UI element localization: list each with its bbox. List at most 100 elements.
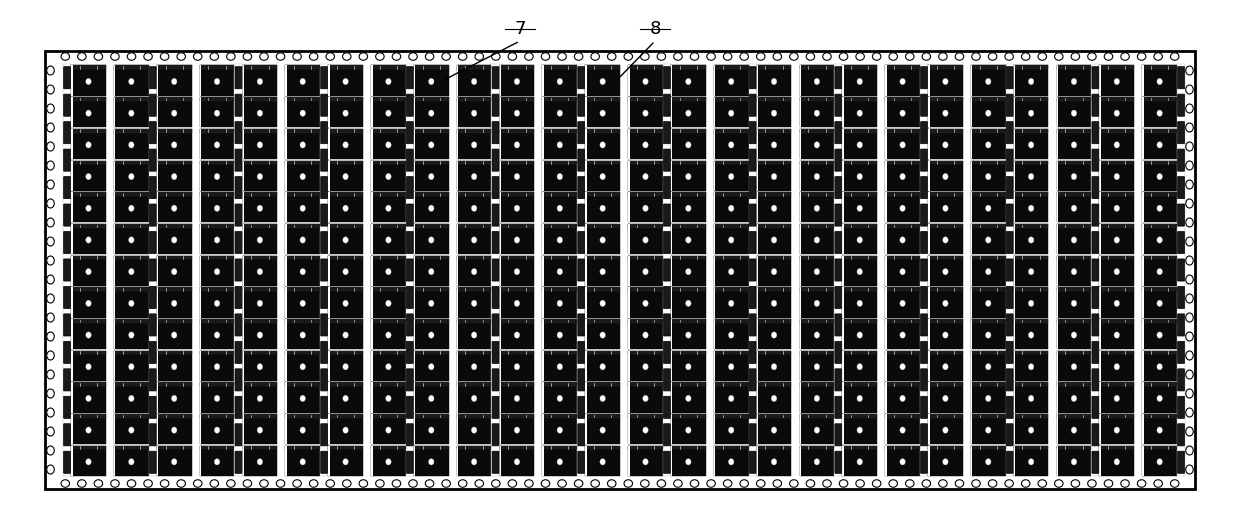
Ellipse shape <box>557 237 563 243</box>
FancyBboxPatch shape <box>236 286 242 309</box>
Bar <box>414 97 449 101</box>
Bar <box>1056 414 1091 418</box>
Bar <box>1014 224 1016 254</box>
FancyBboxPatch shape <box>835 232 842 254</box>
Bar <box>456 351 491 381</box>
Bar <box>1142 446 1143 476</box>
Bar <box>542 66 544 96</box>
FancyBboxPatch shape <box>149 369 156 391</box>
Ellipse shape <box>257 110 263 116</box>
Ellipse shape <box>955 480 963 487</box>
Bar <box>456 351 459 381</box>
Bar <box>243 255 278 260</box>
Bar <box>585 224 620 254</box>
Ellipse shape <box>557 395 563 402</box>
Bar <box>500 66 534 96</box>
Ellipse shape <box>491 480 500 487</box>
FancyBboxPatch shape <box>407 232 413 254</box>
Bar <box>1142 192 1177 222</box>
Bar <box>1142 446 1177 449</box>
FancyBboxPatch shape <box>63 424 71 446</box>
Ellipse shape <box>515 332 520 338</box>
FancyBboxPatch shape <box>63 451 71 474</box>
Bar <box>671 383 706 386</box>
Bar <box>285 192 320 196</box>
Bar <box>542 414 544 444</box>
Bar <box>500 319 534 349</box>
Bar <box>414 351 449 381</box>
Bar <box>885 129 920 159</box>
Bar <box>1056 129 1091 132</box>
Bar <box>243 161 244 191</box>
Bar <box>842 129 877 132</box>
Bar <box>542 192 577 196</box>
Ellipse shape <box>771 173 776 180</box>
FancyBboxPatch shape <box>321 369 327 391</box>
Ellipse shape <box>86 268 92 275</box>
FancyBboxPatch shape <box>1006 451 1013 474</box>
Bar <box>114 383 115 413</box>
Bar <box>671 224 706 227</box>
Bar <box>756 414 758 444</box>
Bar <box>756 97 791 101</box>
Bar <box>1100 224 1135 254</box>
Bar <box>456 255 491 286</box>
Ellipse shape <box>771 205 776 211</box>
Bar <box>585 161 587 191</box>
Bar <box>285 66 320 96</box>
Bar <box>928 383 930 413</box>
Bar <box>800 319 835 323</box>
FancyBboxPatch shape <box>149 396 156 418</box>
Ellipse shape <box>129 142 134 148</box>
Bar <box>329 129 363 132</box>
Ellipse shape <box>806 480 815 487</box>
FancyBboxPatch shape <box>236 341 242 363</box>
Bar <box>456 287 491 317</box>
Bar <box>842 129 877 159</box>
Ellipse shape <box>409 53 418 60</box>
Bar <box>1100 255 1135 286</box>
Ellipse shape <box>326 480 335 487</box>
Bar <box>714 351 749 381</box>
Ellipse shape <box>942 268 949 275</box>
Bar <box>200 255 234 286</box>
Bar <box>1100 414 1135 418</box>
Ellipse shape <box>1114 300 1120 307</box>
Ellipse shape <box>1137 480 1146 487</box>
Bar <box>1142 66 1143 96</box>
FancyBboxPatch shape <box>1178 396 1184 418</box>
Bar <box>842 192 877 196</box>
Bar <box>71 224 105 227</box>
Ellipse shape <box>429 332 434 338</box>
Ellipse shape <box>686 78 691 85</box>
Bar <box>200 383 201 413</box>
FancyBboxPatch shape <box>321 341 327 363</box>
Bar <box>371 224 405 254</box>
FancyBboxPatch shape <box>149 314 156 336</box>
Bar <box>156 224 191 227</box>
Ellipse shape <box>815 78 820 85</box>
Ellipse shape <box>257 395 263 402</box>
Bar <box>671 446 706 449</box>
Bar <box>928 255 962 286</box>
FancyBboxPatch shape <box>236 314 242 336</box>
FancyBboxPatch shape <box>1006 204 1013 226</box>
Bar <box>1056 383 1091 413</box>
Ellipse shape <box>342 237 348 243</box>
Bar <box>714 446 749 476</box>
FancyBboxPatch shape <box>492 286 498 309</box>
Bar <box>1014 129 1049 159</box>
Bar <box>1142 351 1177 381</box>
Ellipse shape <box>557 142 563 148</box>
Bar <box>585 161 620 164</box>
Bar <box>671 351 706 354</box>
Ellipse shape <box>942 237 949 243</box>
Bar <box>1056 161 1091 191</box>
Bar <box>756 129 791 159</box>
Bar <box>200 383 234 413</box>
Bar <box>1056 446 1091 476</box>
Bar <box>371 224 405 227</box>
Bar <box>800 66 835 96</box>
Ellipse shape <box>326 53 335 60</box>
Ellipse shape <box>392 480 401 487</box>
